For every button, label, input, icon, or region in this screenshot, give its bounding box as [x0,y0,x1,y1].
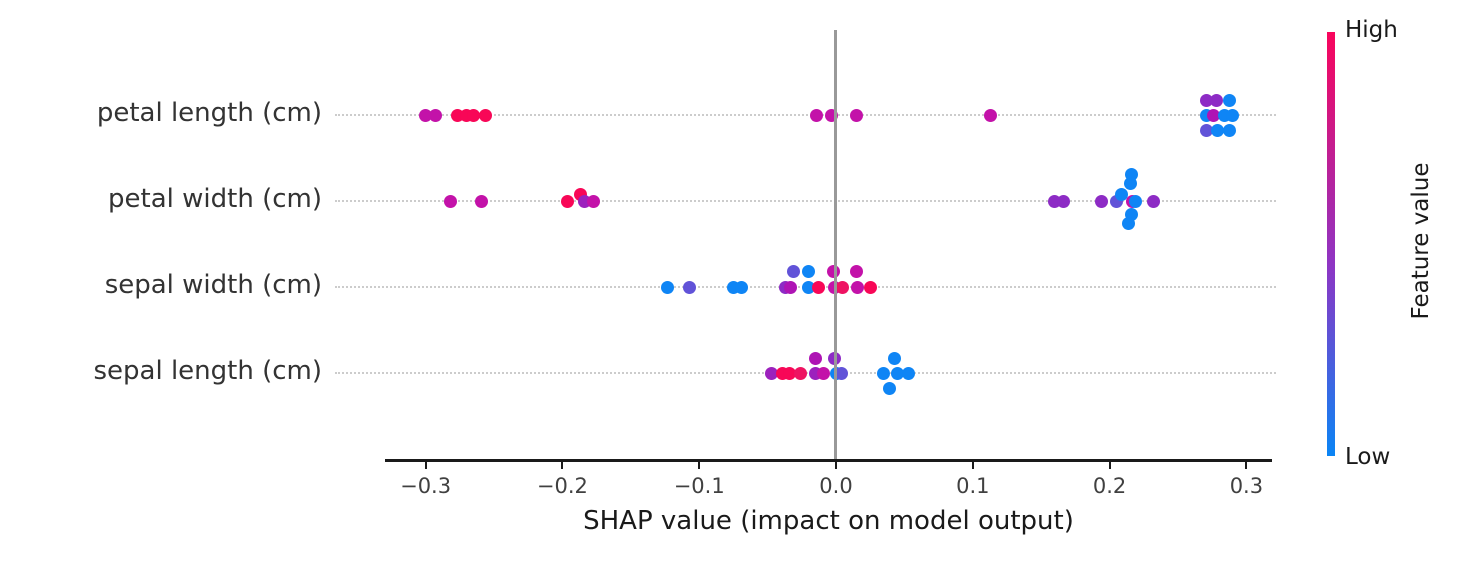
data-point [1209,93,1223,107]
data-point [836,280,850,294]
zero-reference-line [834,30,837,461]
feature-label: sepal width (cm) [104,270,322,300]
x-tick-mark [1245,461,1248,469]
data-point [784,280,798,294]
data-point [817,366,831,380]
feature-label: petal width (cm) [108,184,322,214]
x-tick-mark [835,461,837,469]
x-tick-mark [698,461,701,469]
data-point [851,280,865,294]
colorbar [1327,32,1335,456]
data-point [984,108,998,122]
data-point [1211,123,1225,137]
data-point [1223,123,1237,137]
data-point [834,366,848,380]
data-point [891,366,905,380]
x-tick-mark [561,461,564,469]
data-point [466,108,480,122]
data-point [1200,123,1214,137]
x-tick-label: 0.0 [819,474,853,498]
data-point [902,366,915,380]
x-tick-mark [1108,461,1111,469]
data-point [1056,194,1070,208]
data-point [765,366,779,380]
data-point [475,194,489,208]
row-guide-line [335,114,1276,116]
data-point [793,366,807,380]
x-axis-title: SHAP value (impact on model output) [583,506,1074,536]
x-axis-line [385,459,1272,462]
row-guide-line [335,200,1276,202]
data-point [782,366,796,380]
data-point [888,351,902,365]
feature-label: petal length (cm) [96,98,322,128]
x-tick-label: −0.1 [673,474,725,498]
data-point [863,280,877,294]
data-point [808,351,822,365]
data-point [850,264,864,278]
data-point [1223,93,1237,107]
feature-label: sepal length (cm) [93,356,322,386]
data-point [1146,194,1160,208]
data-point [810,108,824,122]
colorbar-low-label: Low [1345,444,1391,470]
data-point [735,280,749,294]
data-point [1124,167,1138,181]
x-tick-label: 0.3 [1229,474,1264,498]
data-point [661,280,675,294]
data-point [479,108,493,122]
data-point [587,194,601,208]
data-point [428,108,442,122]
x-tick-mark [424,461,427,469]
x-tick-label: 0.2 [1092,474,1127,498]
data-point [850,108,864,122]
data-point [561,194,575,208]
colorbar-title: Feature value [1408,162,1434,320]
data-point [1094,194,1108,208]
x-tick-mark [971,461,974,469]
data-point [683,280,697,294]
data-point [802,264,816,278]
data-point [787,264,801,278]
colorbar-high-label: High [1345,17,1398,43]
data-point [1122,216,1136,230]
x-tick-label: 0.1 [956,474,990,498]
data-point [1115,187,1129,201]
data-point [1226,108,1240,122]
data-point [882,381,896,395]
x-tick-label: −0.2 [536,474,588,498]
data-point [877,366,891,380]
x-tick-label: −0.3 [400,474,452,498]
data-point [1129,194,1143,208]
data-point [1207,108,1221,122]
data-point [811,280,825,294]
data-point [443,194,457,208]
